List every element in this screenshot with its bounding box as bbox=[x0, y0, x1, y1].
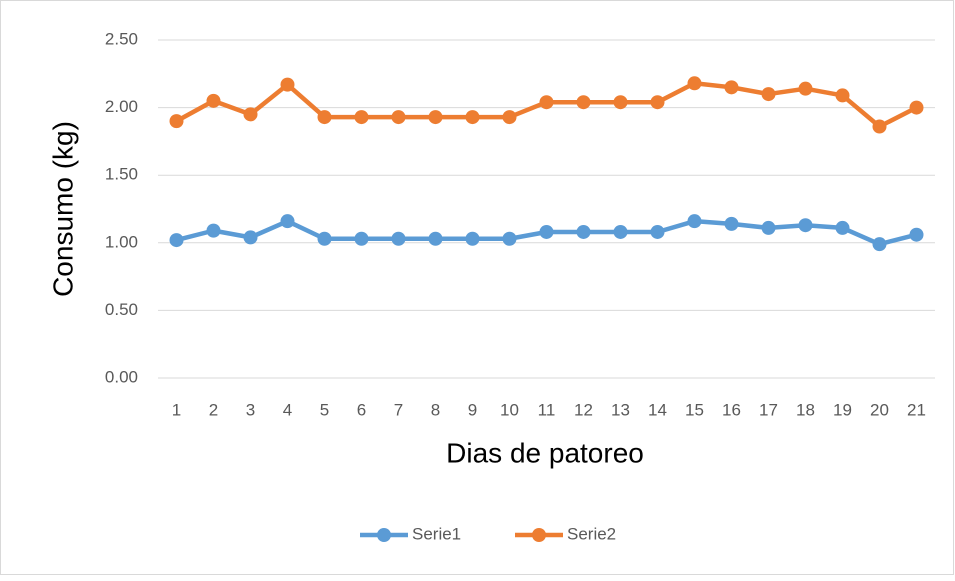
data-point bbox=[761, 87, 776, 102]
x-tick-label: 5 bbox=[320, 400, 329, 419]
legend-marker bbox=[532, 528, 546, 542]
data-point bbox=[835, 220, 850, 235]
data-point bbox=[169, 233, 184, 248]
y-tick-label: 1.50 bbox=[105, 165, 138, 184]
y-tick-label: 2.50 bbox=[105, 29, 138, 48]
data-point bbox=[502, 231, 517, 246]
data-point bbox=[650, 224, 665, 239]
data-point bbox=[835, 88, 850, 103]
data-point bbox=[169, 114, 184, 129]
x-tick-label: 2 bbox=[209, 400, 218, 419]
legend-label: Serie1 bbox=[412, 524, 461, 543]
data-point bbox=[724, 80, 739, 95]
data-point bbox=[539, 224, 554, 239]
data-point bbox=[798, 81, 813, 96]
data-point bbox=[650, 95, 665, 110]
x-tick-label: 12 bbox=[574, 400, 593, 419]
data-point bbox=[576, 224, 591, 239]
x-tick-label: 8 bbox=[431, 400, 440, 419]
x-tick-label: 13 bbox=[611, 400, 630, 419]
data-point bbox=[724, 216, 739, 231]
x-tick-label: 7 bbox=[394, 400, 403, 419]
data-point bbox=[317, 231, 332, 246]
y-tick-label: 1.00 bbox=[105, 232, 138, 251]
x-tick-label: 1 bbox=[172, 400, 181, 419]
data-point bbox=[687, 214, 702, 229]
data-point bbox=[354, 110, 369, 125]
x-tick-label: 3 bbox=[246, 400, 255, 419]
data-point bbox=[909, 100, 924, 115]
data-point bbox=[354, 231, 369, 246]
y-tick-label: 0.00 bbox=[105, 367, 138, 386]
y-axis-title: Consumo (kg) bbox=[47, 121, 78, 297]
x-tick-label: 14 bbox=[648, 400, 667, 419]
data-point bbox=[909, 227, 924, 242]
x-tick-label: 16 bbox=[722, 400, 741, 419]
data-point bbox=[243, 230, 258, 245]
x-tick-label: 11 bbox=[538, 400, 556, 419]
x-tick-label: 15 bbox=[685, 400, 704, 419]
x-tick-label: 6 bbox=[357, 400, 366, 419]
data-point bbox=[280, 77, 295, 92]
x-tick-label: 10 bbox=[500, 400, 519, 419]
data-point bbox=[798, 218, 813, 233]
data-point bbox=[502, 110, 517, 125]
data-point bbox=[465, 110, 480, 125]
y-tick-label: 0.50 bbox=[105, 300, 138, 319]
data-point bbox=[761, 220, 776, 235]
data-point bbox=[872, 237, 887, 252]
x-tick-label: 17 bbox=[759, 400, 778, 419]
legend-label: Serie2 bbox=[567, 524, 616, 543]
data-point bbox=[206, 93, 221, 108]
data-point bbox=[539, 95, 554, 110]
x-axis-title: Dias de patoreo bbox=[446, 437, 644, 468]
x-tick-label: 18 bbox=[796, 400, 815, 419]
data-point bbox=[613, 95, 628, 110]
x-tick-label: 19 bbox=[833, 400, 852, 419]
x-tick-label: 9 bbox=[468, 400, 477, 419]
data-point bbox=[317, 110, 332, 125]
x-tick-label: 21 bbox=[907, 400, 926, 419]
data-point bbox=[206, 223, 221, 238]
data-point bbox=[391, 110, 406, 125]
legend-marker bbox=[377, 528, 391, 542]
data-point bbox=[243, 107, 258, 122]
data-point bbox=[428, 110, 443, 125]
data-point bbox=[465, 231, 480, 246]
data-point bbox=[576, 95, 591, 110]
data-point bbox=[613, 224, 628, 239]
data-point bbox=[280, 214, 295, 229]
data-point bbox=[687, 76, 702, 91]
x-tick-label: 20 bbox=[870, 400, 889, 419]
y-tick-label: 2.00 bbox=[105, 97, 138, 116]
data-point bbox=[391, 231, 406, 246]
data-point bbox=[872, 119, 887, 134]
x-tick-label: 4 bbox=[283, 400, 292, 419]
data-point bbox=[428, 231, 443, 246]
